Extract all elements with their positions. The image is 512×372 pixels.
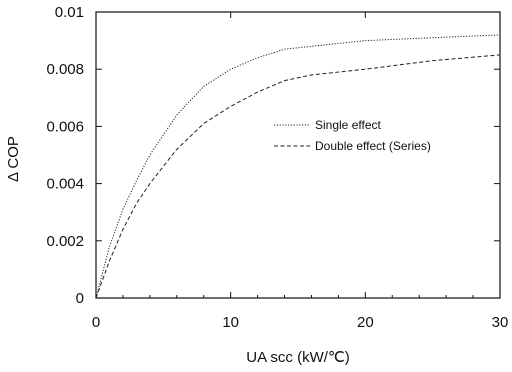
- x-tick-label: 10: [222, 314, 239, 331]
- legend-entry-label: Double effect (Series): [315, 139, 431, 153]
- series-line-single-effect: [95, 34, 501, 299]
- y-tick-label: 0.002: [46, 233, 84, 250]
- y-tick-label: 0.01: [55, 4, 84, 21]
- legend: Single effect Double effect (Series): [274, 118, 431, 153]
- x-tick-label: 0: [92, 314, 100, 331]
- ticks-group: 0 0.002 0.004 0.006 0.008 0.01 0 10 20 30: [46, 4, 508, 331]
- y-tick-label: 0.006: [46, 118, 84, 135]
- plot-frame: [95, 11, 501, 299]
- x-axis-title: UA scc (kW/℃): [246, 349, 350, 366]
- series-line-double-effect-series: [95, 54, 501, 299]
- series-group: [95, 34, 501, 299]
- x-tick-label: 20: [357, 314, 374, 331]
- y-tick-label: 0.008: [46, 61, 84, 78]
- y-axis-title: Δ COP: [5, 136, 22, 182]
- legend-entry-label: Single effect: [315, 118, 381, 132]
- plot-frame-group: [95, 11, 501, 299]
- y-tick-label: 0.004: [46, 176, 84, 193]
- y-tick-label: 0: [76, 290, 84, 307]
- x-tick-label: 30: [492, 314, 509, 331]
